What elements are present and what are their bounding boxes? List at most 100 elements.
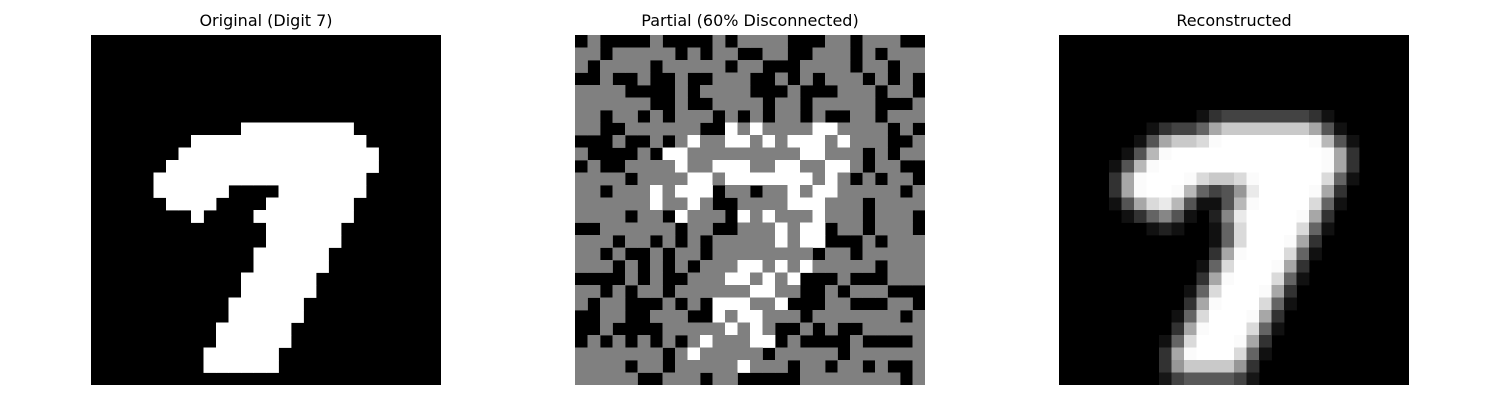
partial-pixel-cell	[575, 285, 588, 298]
original-pixel-cell	[266, 172, 279, 186]
original-pixel-cell	[328, 122, 342, 136]
reconstructed-pixel-cell	[1221, 372, 1235, 385]
reconstructed-pixel-cell	[1159, 122, 1172, 136]
partial-pixel-cell	[675, 247, 688, 261]
partial-pixel-cell	[912, 360, 925, 373]
reconstructed-pixel-cell	[1196, 322, 1210, 336]
reconstructed-pixel-cell	[1234, 310, 1247, 323]
original-pixel-cell	[278, 260, 292, 273]
partial-pixel-cell	[612, 172, 626, 186]
partial-pixel-cell	[612, 185, 626, 198]
reconstructed-pixel-cell	[1259, 310, 1272, 323]
partial-pixel-cell	[587, 235, 601, 248]
reconstructed-pixel-cell	[1234, 147, 1247, 161]
original-pixel-cell	[266, 297, 279, 311]
reconstructed-pixel-cell	[1134, 197, 1147, 211]
partial-pixel-cell	[875, 322, 888, 336]
partial-pixel-cell	[700, 260, 713, 273]
partial-pixel-cell	[637, 335, 651, 348]
partial-pixel-cell	[712, 160, 726, 173]
reconstructed-pixel-cell	[1209, 310, 1222, 323]
original-pixel-cell	[316, 197, 329, 211]
partial-pixel-cell	[725, 347, 738, 361]
partial-pixel-cell	[900, 197, 913, 211]
reconstructed-pixel-cell	[1234, 297, 1247, 311]
partial-pixel-cell	[587, 285, 601, 298]
partial-pixel-cell	[775, 285, 788, 298]
partial-pixel-cell	[812, 197, 826, 211]
reconstructed-pixel-cell	[1234, 122, 1247, 136]
original-pixel-cell	[291, 122, 304, 136]
partial-pixel-cell	[850, 335, 863, 348]
reconstructed-pixel-cell	[1159, 335, 1172, 348]
reconstructed-pixel-cell	[1309, 122, 1322, 136]
original-pixel-cell	[253, 335, 267, 348]
partial-pixel-cell	[800, 172, 813, 186]
reconstructed-pixel-cell	[1171, 197, 1185, 211]
partial-pixel-cell	[900, 110, 913, 123]
reconstructed-pixel-cell	[1334, 135, 1347, 148]
partial-pixel-cell	[800, 122, 813, 136]
reconstructed-pixel-cell	[1184, 285, 1197, 298]
partial-pixel-cell	[812, 360, 826, 373]
partial-pixel-cell	[737, 97, 751, 111]
partial-pixel-cell	[650, 185, 663, 198]
original-pixel-cell	[228, 335, 242, 348]
partial-pixel-cell	[837, 147, 851, 161]
partial-pixel-cell	[725, 160, 738, 173]
reconstructed-pixel-cell	[1134, 135, 1147, 148]
original-pixel-cell	[291, 185, 304, 198]
original-pixel-cell	[266, 285, 279, 298]
partial-pixel-cell	[762, 285, 776, 298]
reconstructed-pixel-cell	[1259, 210, 1272, 223]
original-pixel-cell	[216, 335, 229, 348]
original-pixel-cell	[303, 122, 317, 136]
partial-pixel-cell	[750, 222, 763, 236]
partial-pixel-cell	[800, 360, 813, 373]
partial-pixel-cell	[700, 172, 713, 186]
reconstructed-pixel-cell	[1296, 185, 1310, 198]
partial-pixel-cell	[575, 347, 588, 361]
original-pixel-cell	[216, 172, 229, 186]
reconstructed-pixel-cell	[1221, 310, 1235, 323]
reconstructed-pixel-cell	[1184, 135, 1197, 148]
reconstructed-pixel-cell	[1134, 210, 1147, 223]
partial-pixel-cell	[887, 247, 901, 261]
partial-pixel-cell	[737, 60, 751, 73]
partial-pixel-cell	[625, 47, 638, 61]
partial-pixel-cell	[787, 235, 801, 248]
original-pixel-cell	[241, 322, 254, 336]
partial-pixel-cell	[600, 85, 613, 98]
reconstructed-pixel-cell	[1309, 247, 1322, 261]
partial-pixel-cell	[737, 235, 751, 248]
partial-pixel-cell	[812, 222, 826, 236]
partial-pixel-cell	[900, 235, 913, 248]
partial-pixel-cell	[662, 60, 676, 73]
partial-pixel-cell	[675, 122, 688, 136]
reconstructed-pixel-cell	[1234, 135, 1247, 148]
original-pixel-cell	[291, 160, 304, 173]
partial-pixel-cell	[762, 210, 776, 223]
partial-pixel-cell	[800, 147, 813, 161]
partial-pixel-cell	[750, 347, 763, 361]
partial-pixel-cell	[737, 360, 751, 373]
partial-pixel-cell	[912, 235, 925, 248]
partial-pixel-cell	[750, 247, 763, 261]
original-pixel-cell	[341, 172, 354, 186]
partial-pixel-cell	[650, 172, 663, 186]
partial-pixel-cell	[900, 72, 913, 86]
reconstructed-pixel-cell	[1146, 147, 1160, 161]
partial-pixel-cell	[750, 160, 763, 173]
partial-pixel-cell	[687, 197, 701, 211]
reconstructed-pixel-cell	[1146, 135, 1160, 148]
reconstructed-pixel-cell	[1259, 172, 1272, 186]
original-pixel-cell	[178, 147, 192, 161]
reconstructed-pixel-cell	[1309, 185, 1322, 198]
reconstructed-pixel-cell	[1196, 122, 1210, 136]
partial-pixel-cell	[737, 347, 751, 361]
partial-pixel-cell	[912, 372, 925, 385]
reconstructed-pixel-cell	[1171, 372, 1185, 385]
partial-pixel-cell	[875, 360, 888, 373]
partial-pixel-cell	[625, 222, 638, 236]
original-pixel-cell	[328, 135, 342, 148]
